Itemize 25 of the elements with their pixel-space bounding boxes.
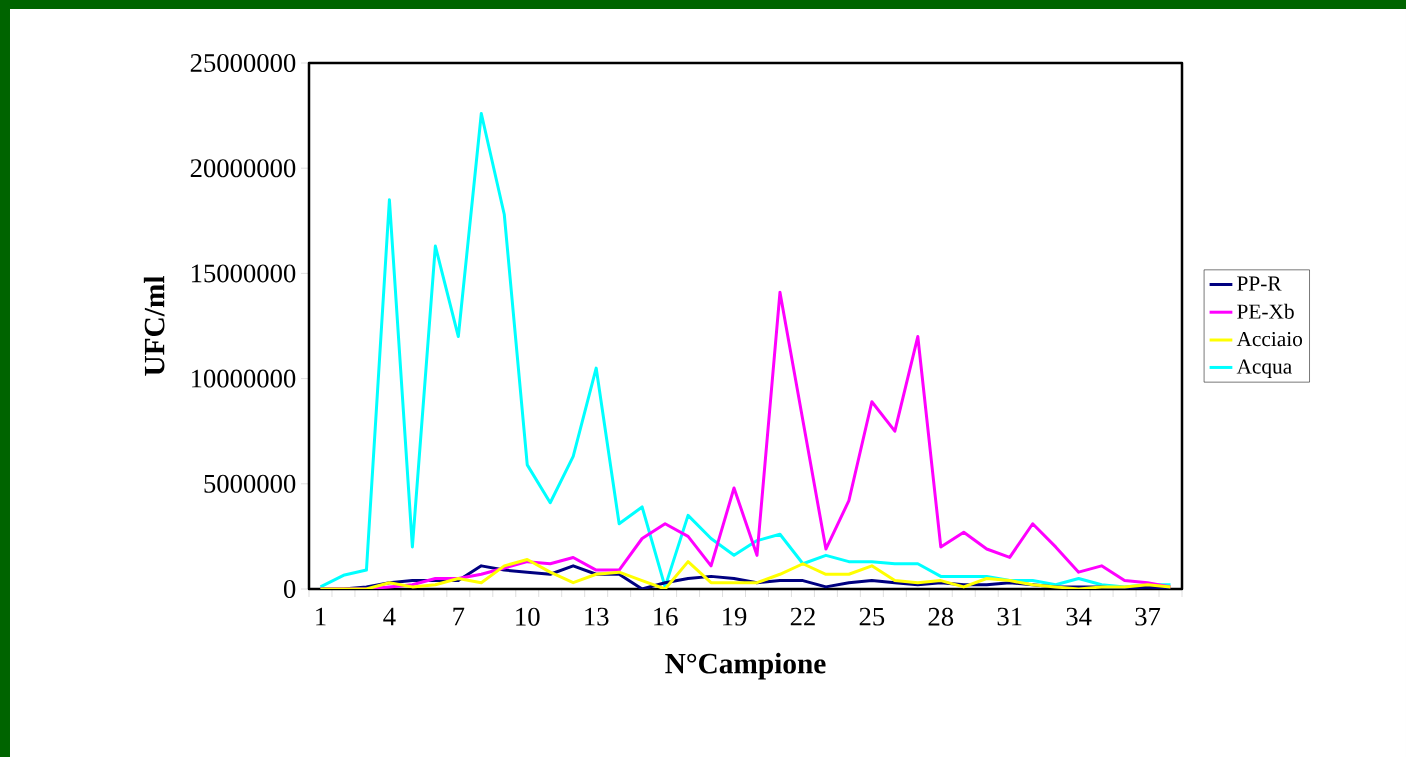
x-tick-label: 31: [997, 607, 1022, 626]
y-tick-label: 25000000: [190, 54, 296, 72]
x-tick-label: 25: [859, 607, 885, 626]
legend-label: PE-Xb: [1237, 303, 1294, 319]
x-tick-label: 22: [790, 607, 815, 626]
y-tick-label: 10000000: [191, 369, 296, 388]
x-tick-label: 37: [1135, 607, 1161, 626]
x-tick-label: 10: [516, 607, 540, 626]
x-tick-label: 13: [585, 607, 609, 626]
x-tick-label: 1: [316, 607, 326, 626]
x-tick-label: 19: [723, 607, 747, 626]
x-tick-label: 4: [383, 607, 396, 626]
x-tick-label: 7: [453, 607, 465, 626]
x-tick-label: 16: [654, 607, 678, 626]
y-tick-label: 0: [283, 580, 296, 598]
y-tick-label: 15000000: [191, 264, 296, 283]
y-axis-title: UFC/ml: [143, 275, 165, 376]
x-tick-label: 34: [1066, 607, 1092, 626]
y-tick-label: 20000000: [190, 159, 296, 178]
legend-label: Acciaio: [1236, 331, 1303, 347]
legend-label: PP-R: [1237, 276, 1282, 291]
legend-label: Acqua: [1236, 359, 1292, 379]
y-tick-label: 5000000: [204, 474, 296, 493]
x-tick-label: 28: [928, 607, 954, 626]
x-axis-title: N°Campione: [665, 652, 826, 680]
